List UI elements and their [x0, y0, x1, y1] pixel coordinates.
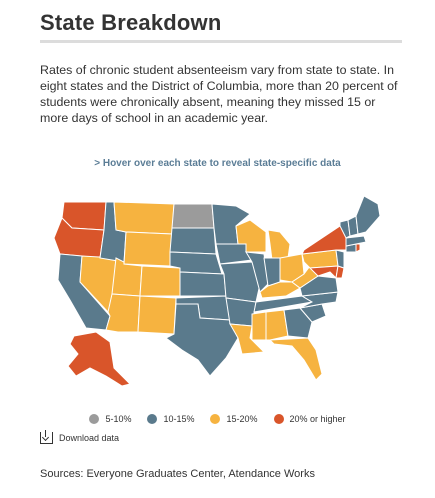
legend-swatch [273, 414, 284, 424]
legend-item: 15-20% [210, 414, 258, 424]
state-az[interactable] [105, 293, 141, 333]
state-nd[interactable] [171, 203, 215, 229]
state-il[interactable] [245, 251, 269, 293]
state-mt[interactable] [113, 201, 175, 235]
state-vt[interactable] [339, 219, 351, 239]
download-label: Download data [59, 433, 120, 443]
map-legend: 5-10% 10-15% 15-20% 20% or higher [0, 414, 435, 424]
legend-swatch [147, 414, 158, 424]
state-ma[interactable] [345, 235, 367, 247]
legend-item: 20% or higher [273, 414, 346, 424]
state-ks[interactable] [179, 271, 227, 297]
state-wy[interactable] [123, 231, 173, 267]
state-mi[interactable] [267, 229, 291, 261]
state-ak[interactable] [67, 331, 131, 387]
state-ri[interactable] [355, 243, 361, 253]
title-divider [40, 40, 402, 43]
legend-item: 5-10% [89, 414, 131, 424]
state-ms[interactable] [251, 311, 267, 341]
intro-paragraph: Rates of chronic student absenteeism var… [40, 63, 398, 125]
legend-label: 20% or higher [289, 414, 346, 424]
download-data-button[interactable]: Download data [40, 430, 120, 444]
state-nm[interactable] [137, 295, 177, 335]
legend-swatch [89, 414, 100, 424]
sources-note: Sources: Everyone Graduates Center, Aten… [40, 468, 315, 480]
state-me[interactable] [355, 195, 381, 235]
state-al[interactable] [265, 309, 289, 341]
state-nj[interactable] [335, 249, 345, 269]
us-state-map [53, 195, 381, 387]
state-tx[interactable] [165, 303, 239, 377]
download-icon [40, 430, 53, 444]
hover-hint: > Hover over each state to reveal state-… [94, 158, 341, 169]
page-title: State Breakdown [40, 10, 222, 35]
state-co[interactable] [139, 265, 181, 297]
legend-swatch [210, 414, 221, 424]
state-md[interactable] [308, 265, 339, 280]
state-wi[interactable] [235, 219, 267, 253]
state-ga[interactable] [283, 307, 313, 339]
state-sd[interactable] [169, 227, 217, 255]
legend-item: 10-15% [147, 414, 194, 424]
state-ny[interactable] [301, 225, 349, 255]
legend-label: 10-15% [163, 414, 195, 424]
state-fl[interactable] [268, 337, 323, 381]
legend-label: 5-10% [105, 414, 132, 424]
legend-label: 15-20% [226, 414, 258, 424]
